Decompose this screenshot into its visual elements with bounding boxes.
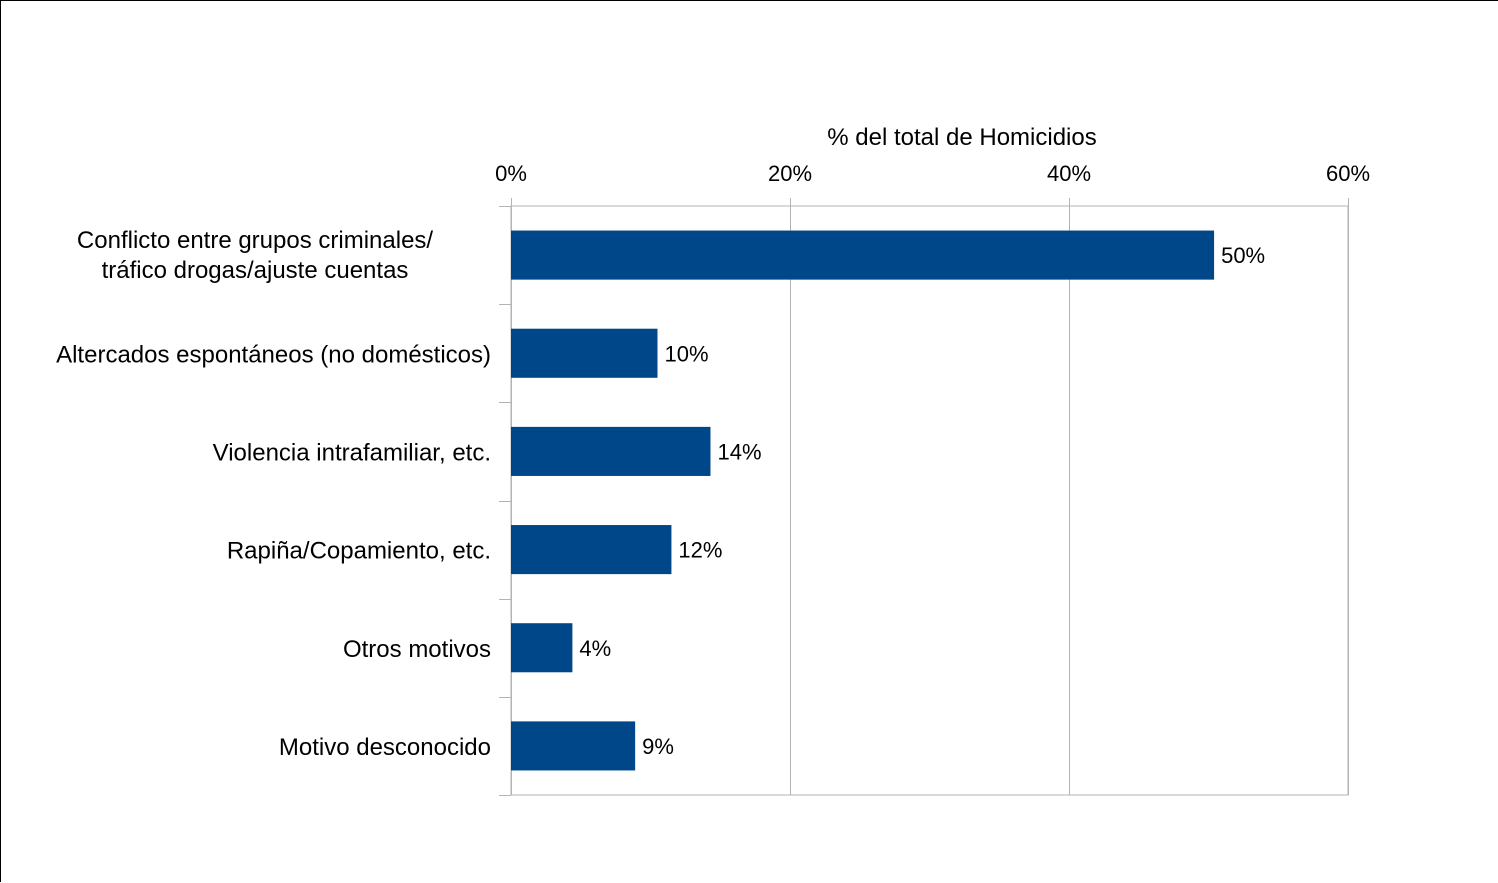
data-label: 12%	[678, 538, 722, 563]
x-tick-label: 40%	[1047, 161, 1091, 186]
bars	[511, 230, 1215, 771]
category-labels: Conflicto entre grupos criminales/tráfic…	[56, 227, 491, 761]
y-axis-ticks	[499, 206, 511, 796]
x-tick-label: 0%	[495, 161, 527, 186]
plot-area	[510, 205, 1349, 796]
category-label: Rapiña/Copamiento, etc.	[227, 538, 491, 565]
category-label: Otros motivos	[343, 636, 491, 663]
category-label: Altercados espontáneos (no domésticos)	[56, 341, 491, 368]
data-label: 14%	[717, 439, 761, 464]
data-label: 10%	[664, 341, 708, 366]
x-tick-label: 20%	[768, 161, 812, 186]
gridlines	[511, 198, 1349, 795]
data-label: 4%	[579, 636, 611, 661]
category-label: Motivo desconocido	[279, 734, 491, 761]
category-label: Conflicto entre grupos criminales/tráfic…	[77, 227, 433, 284]
bar	[511, 623, 573, 673]
x-tick-label: 60%	[1326, 161, 1370, 186]
category-label-line: Conflicto entre grupos criminales/	[77, 227, 433, 254]
data-labels: 50% 10% 14% 12% 4% 9%	[579, 243, 1265, 759]
category-label-line: tráfico drogas/ajuste cuentas	[102, 257, 409, 284]
bar	[511, 426, 711, 476]
x-axis-ticks: 0% 20% 40% 60%	[495, 161, 1370, 186]
category-label: Violencia intrafamiliar, etc.	[213, 439, 491, 466]
bar	[511, 328, 658, 378]
data-label: 50%	[1221, 243, 1265, 268]
bar	[511, 721, 636, 771]
data-label: 9%	[642, 734, 674, 759]
bar	[511, 230, 1215, 280]
x-axis-title: % del total de Homicidios	[827, 124, 1096, 151]
bar	[511, 525, 672, 575]
